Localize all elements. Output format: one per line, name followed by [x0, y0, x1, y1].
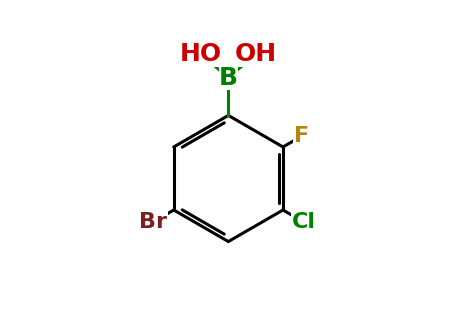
- Text: HO: HO: [180, 42, 221, 66]
- Text: F: F: [294, 126, 310, 146]
- Text: OH: OH: [235, 42, 277, 66]
- Text: Cl: Cl: [292, 212, 316, 232]
- Text: B: B: [219, 66, 238, 90]
- Text: Br: Br: [139, 212, 167, 232]
